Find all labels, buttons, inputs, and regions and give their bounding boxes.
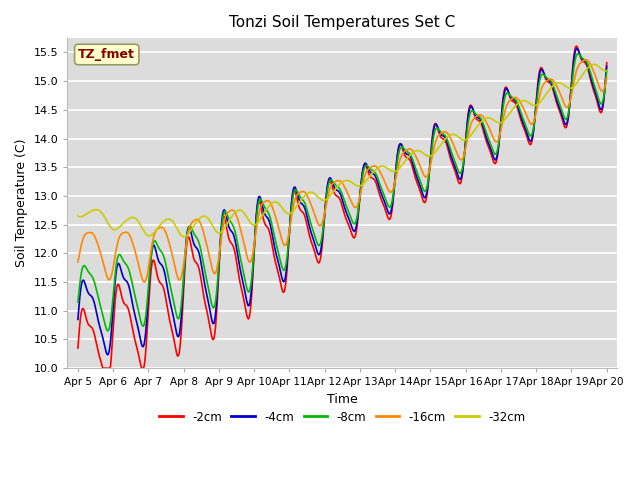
- -2cm: [573, 43, 580, 49]
- -2cm: [314, 260, 322, 265]
- -32cm: [211, 227, 219, 232]
- -16cm: [387, 190, 394, 195]
- -16cm: [473, 113, 481, 119]
- -4cm: [428, 140, 436, 146]
- -2cm: [211, 331, 219, 337]
- -8cm: [428, 146, 436, 152]
- -8cm: [314, 242, 322, 248]
- -8cm: [387, 204, 394, 209]
- -16cm: [603, 75, 611, 81]
- -2cm: [428, 138, 436, 144]
- -16cm: [314, 221, 322, 227]
- -4cm: [168, 309, 176, 315]
- -8cm: [104, 328, 112, 334]
- -16cm: [582, 57, 589, 62]
- -32cm: [473, 124, 481, 130]
- Text: TZ_fmet: TZ_fmet: [78, 48, 135, 61]
- X-axis label: Time: Time: [327, 393, 358, 406]
- Line: -16cm: -16cm: [78, 60, 607, 282]
- -4cm: [104, 352, 112, 358]
- -8cm: [573, 51, 581, 57]
- -4cm: [573, 46, 580, 51]
- -4cm: [603, 63, 611, 69]
- -16cm: [211, 271, 219, 276]
- -32cm: [74, 213, 82, 219]
- -32cm: [428, 153, 436, 158]
- Line: -8cm: -8cm: [78, 54, 607, 331]
- -32cm: [168, 217, 175, 223]
- -8cm: [603, 68, 611, 74]
- -8cm: [74, 300, 82, 305]
- -2cm: [168, 329, 176, 335]
- Line: -4cm: -4cm: [78, 48, 607, 355]
- -2cm: [387, 215, 394, 221]
- -32cm: [180, 234, 188, 240]
- -32cm: [387, 168, 394, 173]
- Line: -32cm: -32cm: [78, 64, 607, 237]
- -4cm: [387, 210, 394, 216]
- -2cm: [74, 345, 82, 351]
- -16cm: [140, 279, 148, 285]
- -32cm: [603, 68, 611, 73]
- -16cm: [74, 259, 82, 265]
- Title: Tonzi Soil Temperatures Set C: Tonzi Soil Temperatures Set C: [229, 15, 456, 30]
- -2cm: [603, 60, 611, 65]
- -2cm: [473, 117, 481, 122]
- -16cm: [168, 252, 176, 258]
- -8cm: [211, 302, 219, 308]
- -32cm: [591, 61, 598, 67]
- -8cm: [168, 293, 176, 299]
- Y-axis label: Soil Temperature (C): Soil Temperature (C): [15, 139, 28, 267]
- -4cm: [74, 316, 82, 322]
- -32cm: [314, 194, 322, 200]
- -2cm: [100, 365, 108, 371]
- Legend: -2cm, -4cm, -8cm, -16cm, -32cm: -2cm, -4cm, -8cm, -16cm, -32cm: [154, 406, 531, 428]
- -8cm: [473, 112, 481, 118]
- -4cm: [314, 251, 322, 257]
- -4cm: [473, 114, 481, 120]
- Line: -2cm: -2cm: [78, 46, 607, 368]
- -4cm: [211, 317, 219, 323]
- -16cm: [428, 155, 436, 160]
